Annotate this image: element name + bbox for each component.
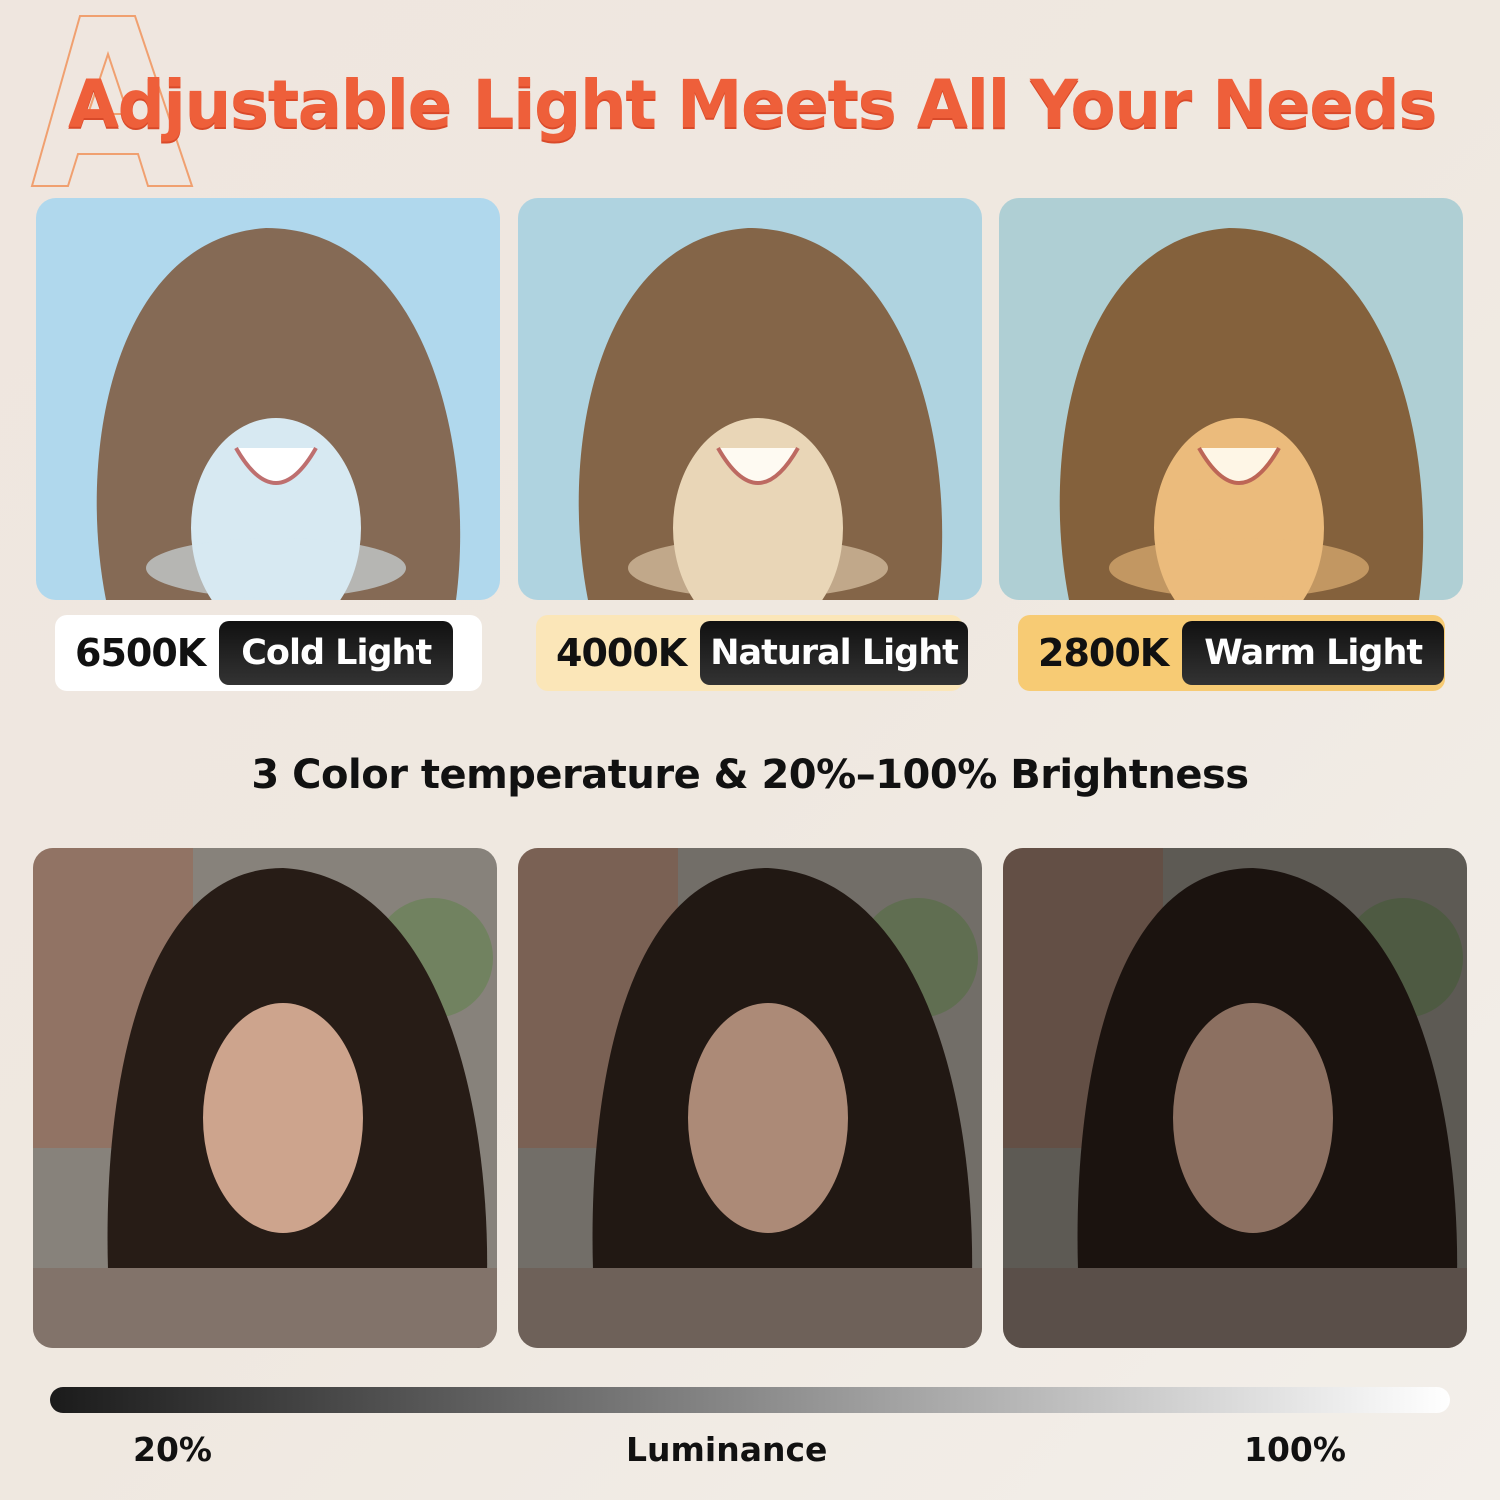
luminance-max-label: 100% (1244, 1430, 1346, 1469)
tag-cold-light: 6500K Cold Light (55, 615, 482, 691)
portrait-photo-natural-light (518, 198, 982, 600)
luminance-min-label: 20% (133, 1430, 212, 1469)
decorative-letter-a (30, 15, 194, 187)
light-name: Cold Light (219, 621, 454, 685)
light-name: Natural Light (700, 621, 968, 685)
subtitle: 3 Color temperature & 20%–100% Brightnes… (251, 752, 1249, 798)
portrait-photo-warm-light (999, 198, 1463, 600)
page-title: Adjustable Light Meets All Your Needs (68, 66, 1438, 143)
brightness-photo-bright (1003, 848, 1467, 1348)
tag-natural-light: 4000K Natural Light (536, 615, 968, 691)
kelvin-value: 4000K (556, 631, 687, 675)
kelvin-value: 6500K (75, 631, 206, 675)
brightness-photo-medium (518, 848, 982, 1348)
kelvin-value: 2800K (1038, 631, 1169, 675)
luminance-caption: Luminance (626, 1430, 828, 1469)
luminance-gradient-bar (50, 1387, 1450, 1413)
portrait-photo-cold-light (36, 198, 500, 600)
brightness-photo-dim (33, 848, 497, 1348)
light-name: Warm Light (1182, 621, 1445, 685)
tag-warm-light: 2800K Warm Light (1018, 615, 1445, 691)
